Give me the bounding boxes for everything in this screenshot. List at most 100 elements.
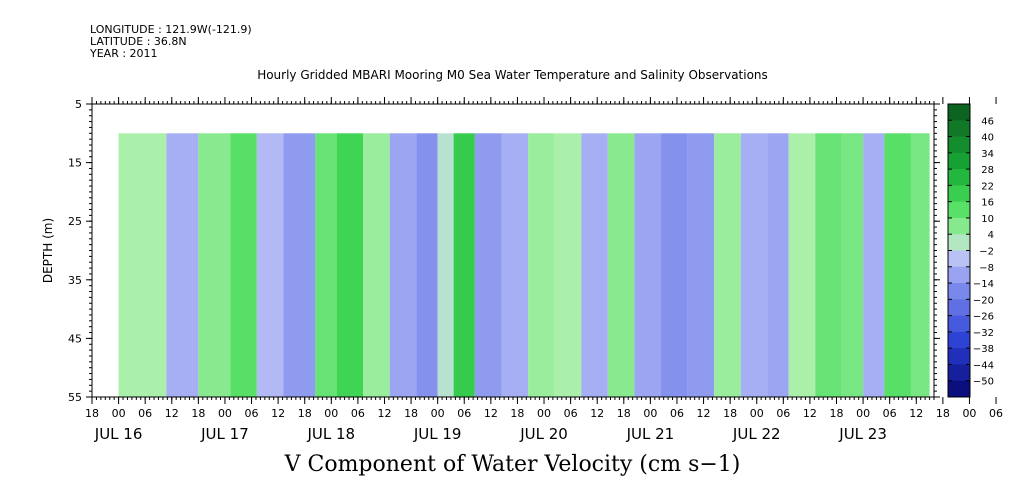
x-hour-label: 06 <box>245 407 259 420</box>
heatmap-band <box>554 133 582 398</box>
x-hour-label: 12 <box>803 407 817 420</box>
heatmap-band <box>767 133 789 398</box>
x-hour-label: 18 <box>298 407 312 420</box>
heatmap-band <box>474 133 502 398</box>
heatmap-band <box>118 133 167 398</box>
heatmap-band <box>581 133 608 398</box>
heatmap-band <box>437 133 454 398</box>
x-day-label: JUL 17 <box>200 425 249 443</box>
colorbar-label: 34 <box>981 149 994 160</box>
colorbar-bin <box>948 331 970 349</box>
colorbar-bin <box>948 315 970 333</box>
colorbar-label: −44 <box>973 360 994 371</box>
heatmap-band <box>607 133 635 398</box>
y-tick-label: 15 <box>68 157 82 170</box>
x-hour-label: 00 <box>643 407 657 420</box>
x-hour-label: 06 <box>564 407 578 420</box>
x-hour-label: 18 <box>85 407 99 420</box>
colorbar-label: 4 <box>988 230 994 241</box>
heatmap-band <box>416 133 438 398</box>
colorbar-label: −8 <box>979 263 994 274</box>
heatmap-band <box>501 133 529 398</box>
y-axis-label: DEPTH (m) <box>41 218 55 283</box>
x-hour-label: 06 <box>138 407 152 420</box>
heatmap-band <box>687 133 715 398</box>
x-day-label: JUL 23 <box>838 425 887 443</box>
x-day-label: JUL 19 <box>413 425 462 443</box>
x-hour-label: 00 <box>750 407 764 420</box>
heatmap-band <box>363 133 390 398</box>
chart-title: Hourly Gridded MBARI Mooring M0 Sea Wate… <box>257 68 768 82</box>
colorbar-label: 46 <box>981 116 994 127</box>
x-hour-label: 18 <box>936 407 950 420</box>
colorbar-bin <box>948 299 970 317</box>
colorbar-bin <box>948 266 970 284</box>
colorbar-bin <box>948 364 970 382</box>
x-hour-label: 06 <box>776 407 790 420</box>
x-hour-label: 00 <box>218 407 232 420</box>
heatmap-band <box>453 133 475 398</box>
x-hour-label: 00 <box>112 407 126 420</box>
colorbar-label: 40 <box>981 133 994 144</box>
colorbar-label: 22 <box>981 181 994 192</box>
heatmap-band <box>740 133 768 398</box>
x-day-label: JUL 21 <box>626 425 675 443</box>
heatmap-band <box>714 133 741 398</box>
heatmap-band <box>815 133 842 398</box>
x-day-label: JUL 22 <box>732 425 781 443</box>
heatmap-band <box>256 133 284 398</box>
x-hour-label: 12 <box>590 407 604 420</box>
x-hour-label: 18 <box>510 407 524 420</box>
colorbar-label: −26 <box>973 312 994 323</box>
colorbar-bin <box>948 201 970 219</box>
x-hour-label: 00 <box>431 407 445 420</box>
x-hour-label: 12 <box>377 407 391 420</box>
colorbar-bin <box>948 104 970 121</box>
x-hour-label: 06 <box>883 407 897 420</box>
y-tick-label: 5 <box>75 98 82 111</box>
x-hour-label: 06 <box>457 407 471 420</box>
colorbar-bin <box>948 169 970 186</box>
colorbar-label: −38 <box>973 344 994 355</box>
colorbar-bin <box>948 348 970 365</box>
x-hour-label: 06 <box>351 407 365 420</box>
x-hour-label: 00 <box>962 407 976 420</box>
x-hour-label: 00 <box>324 407 338 420</box>
colorbar-bin <box>948 185 970 203</box>
y-tick-label: 45 <box>68 332 82 345</box>
longitude-label: LONGITUDE : 121.9W(-121.9) <box>90 23 252 36</box>
x-hour-label: 06 <box>989 407 1003 420</box>
heatmap-band <box>230 133 257 398</box>
heatmap-band <box>315 133 337 398</box>
colorbar-label: −50 <box>973 377 994 388</box>
colorbar-bin <box>948 217 970 235</box>
x-hour-label: 12 <box>697 407 711 420</box>
colorbar-label: 16 <box>981 198 994 209</box>
x-day-label: JUL 16 <box>94 425 143 443</box>
x-hour-label: 00 <box>856 407 870 420</box>
year-label: YEAR : 2011 <box>90 47 158 60</box>
metadata-block: LONGITUDE : 121.9W(-121.9) LATITUDE : 36… <box>90 24 252 60</box>
y-tick-label: 55 <box>68 391 82 404</box>
colorbar-bin <box>948 120 970 138</box>
x-day-label: JUL 20 <box>519 425 568 443</box>
heatmap-band <box>528 133 555 398</box>
colorbar-label: −20 <box>973 295 994 306</box>
x-hour-label: 18 <box>404 407 418 420</box>
colorbar-bin <box>948 283 970 300</box>
heatmap-band <box>198 133 231 398</box>
heatmap-band <box>336 133 364 398</box>
heatmap-band <box>634 133 662 398</box>
chart-caption: V Component of Water Velocity (cm s−1) <box>284 452 741 477</box>
colorbar-bin <box>948 234 970 251</box>
heatmap-band <box>841 133 864 398</box>
x-hour-label: 12 <box>909 407 923 420</box>
x-hour-label: 06 <box>670 407 684 420</box>
colorbar-bin <box>948 380 970 398</box>
y-tick-label: 25 <box>68 215 82 228</box>
latitude-label: LATITUDE : 36.8N <box>90 35 187 48</box>
heatmap-band <box>884 133 911 398</box>
heatmap-band <box>661 133 688 398</box>
x-hour-label: 12 <box>484 407 498 420</box>
